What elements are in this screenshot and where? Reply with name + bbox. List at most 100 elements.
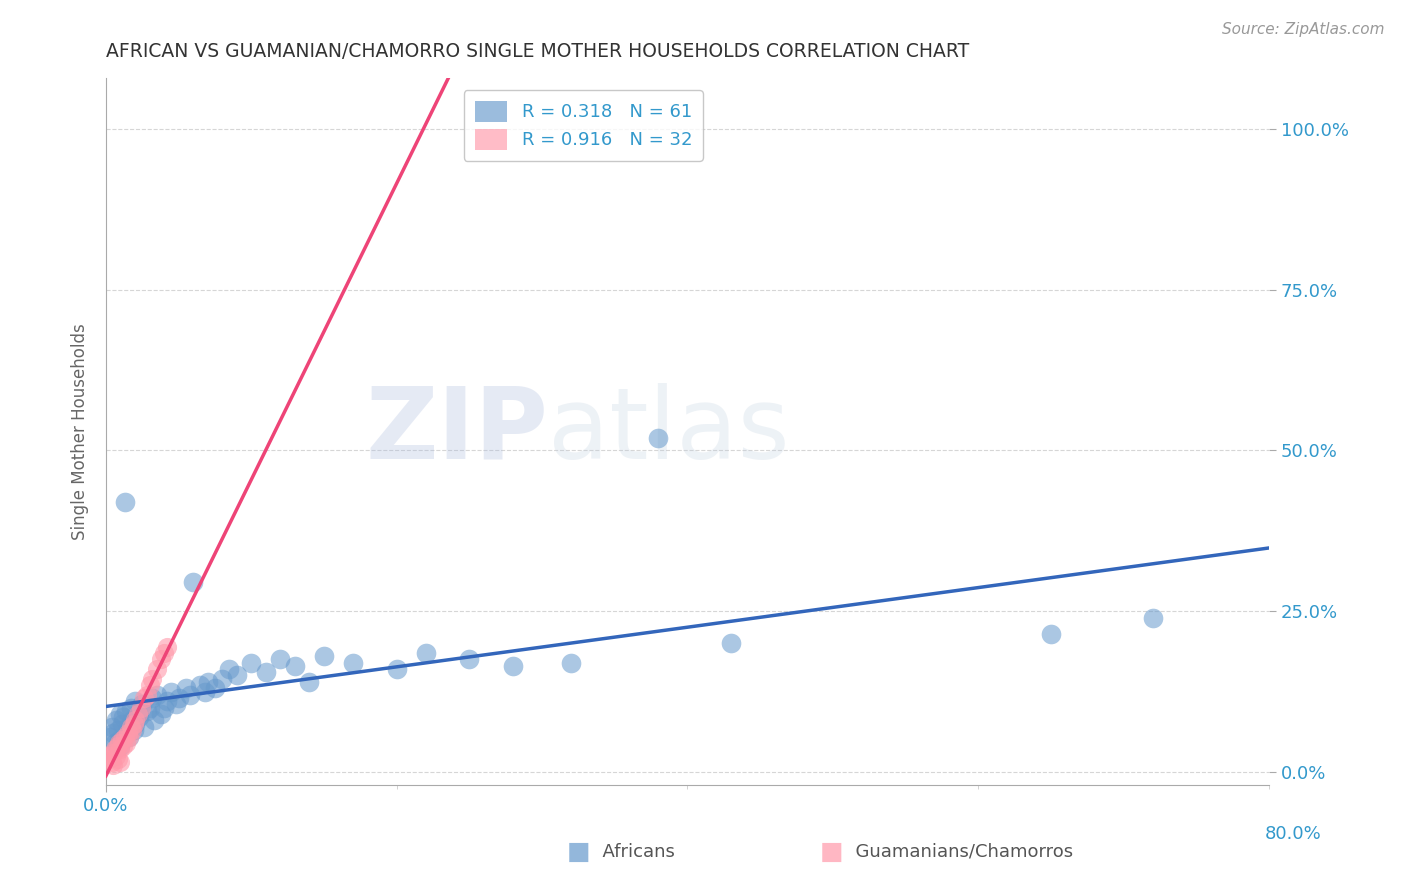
Point <box>118 730 141 744</box>
Point <box>502 658 524 673</box>
Point <box>415 646 437 660</box>
Point <box>100 756 122 770</box>
Point <box>269 652 291 666</box>
Point <box>181 575 204 590</box>
Point <box>141 690 163 705</box>
Point <box>141 672 163 686</box>
Point <box>120 720 142 734</box>
Point <box>165 698 187 712</box>
Point <box>138 678 160 692</box>
Point <box>122 723 145 738</box>
Point <box>132 690 155 705</box>
Point <box>112 739 135 754</box>
Point <box>115 704 138 718</box>
Point <box>111 732 134 747</box>
Point <box>124 694 146 708</box>
Point <box>114 730 136 744</box>
Point <box>647 431 669 445</box>
Point <box>101 746 124 760</box>
Point <box>197 674 219 689</box>
Point <box>218 662 240 676</box>
Point <box>110 742 132 756</box>
Point <box>194 684 217 698</box>
Point <box>720 636 742 650</box>
Point <box>100 720 122 734</box>
Point <box>298 674 321 689</box>
Point <box>167 690 190 705</box>
Point <box>118 730 141 744</box>
Point <box>254 665 277 680</box>
Point <box>120 700 142 714</box>
Point <box>105 748 128 763</box>
Point <box>135 688 157 702</box>
Point <box>117 720 139 734</box>
Point <box>128 710 150 724</box>
Point <box>150 652 173 666</box>
Text: Africans: Africans <box>591 843 675 861</box>
Text: AFRICAN VS GUAMANIAN/CHAMORRO SINGLE MOTHER HOUSEHOLDS CORRELATION CHART: AFRICAN VS GUAMANIAN/CHAMORRO SINGLE MOT… <box>105 42 969 61</box>
Text: ■: ■ <box>820 840 844 863</box>
Point <box>179 688 201 702</box>
Point <box>240 656 263 670</box>
Point <box>104 736 127 750</box>
Point <box>1039 626 1062 640</box>
Point <box>115 736 138 750</box>
Point <box>312 649 335 664</box>
Point <box>225 668 247 682</box>
Point <box>342 656 364 670</box>
Point <box>101 726 124 740</box>
Point <box>122 716 145 731</box>
Point <box>174 681 197 696</box>
Point <box>107 752 129 766</box>
Point <box>104 742 127 756</box>
Point <box>124 716 146 731</box>
Point <box>111 716 134 731</box>
Point <box>156 640 179 654</box>
Point <box>284 658 307 673</box>
Point <box>153 700 176 714</box>
Point <box>190 678 212 692</box>
Point <box>105 714 128 728</box>
Point <box>132 720 155 734</box>
Point <box>98 748 121 763</box>
Point <box>121 714 143 728</box>
Point <box>160 684 183 698</box>
Text: ZIP: ZIP <box>366 383 548 480</box>
Point <box>101 758 124 772</box>
Text: ■: ■ <box>567 840 591 863</box>
Point <box>156 694 179 708</box>
Point <box>211 672 233 686</box>
Point <box>138 700 160 714</box>
Point <box>127 706 149 721</box>
Point <box>129 700 152 714</box>
Point <box>153 646 176 660</box>
Point <box>127 706 149 721</box>
Point <box>121 723 143 738</box>
Point <box>146 662 169 676</box>
Point <box>560 656 582 670</box>
Point <box>204 681 226 696</box>
Point <box>131 698 153 712</box>
Point <box>117 726 139 740</box>
Legend: R = 0.318   N = 61, R = 0.916   N = 32: R = 0.318 N = 61, R = 0.916 N = 32 <box>464 90 703 161</box>
Text: Source: ZipAtlas.com: Source: ZipAtlas.com <box>1222 22 1385 37</box>
Point <box>107 739 129 754</box>
Point <box>110 739 132 754</box>
Point <box>142 714 165 728</box>
Point <box>98 730 121 744</box>
Point <box>97 752 120 766</box>
Point <box>385 662 408 676</box>
Point <box>1142 610 1164 624</box>
Text: Guamanians/Chamorros: Guamanians/Chamorros <box>844 843 1073 861</box>
Point <box>146 688 169 702</box>
Text: atlas: atlas <box>548 383 790 480</box>
Point <box>135 704 157 718</box>
Point <box>110 706 132 721</box>
Point <box>458 652 481 666</box>
Point <box>110 756 132 770</box>
Point <box>108 736 131 750</box>
Point <box>124 714 146 728</box>
Point <box>150 706 173 721</box>
Point <box>112 710 135 724</box>
Point <box>114 495 136 509</box>
